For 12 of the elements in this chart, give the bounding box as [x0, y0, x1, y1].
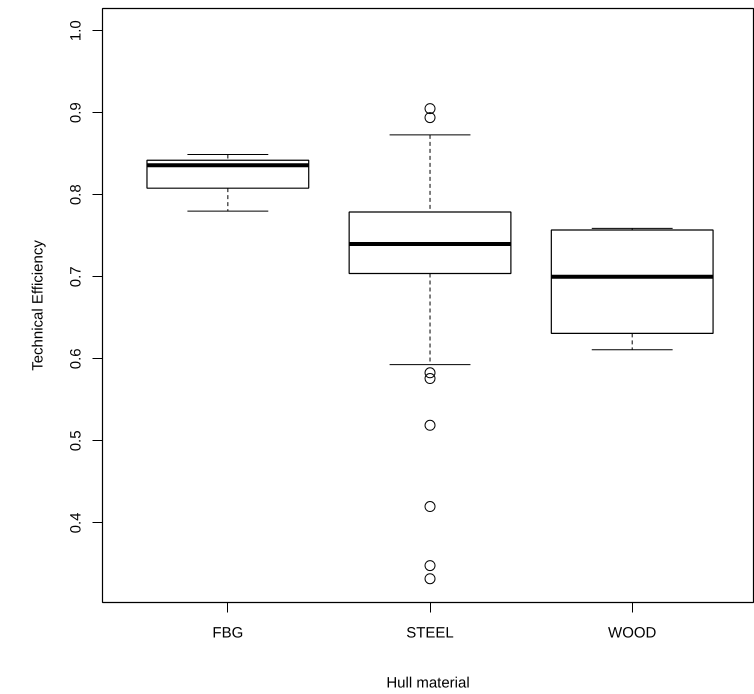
x-axis-title: Hull material	[386, 674, 470, 692]
x-tick-label: STEEL	[406, 624, 454, 642]
x-tick-label: WOOD	[608, 624, 657, 642]
y-tick-label: 1.0	[68, 20, 84, 42]
y-tick-label: 0.5	[68, 430, 84, 452]
x-tick-label: FBG	[212, 624, 244, 642]
y-tick-label: 0.4	[68, 512, 84, 534]
y-tick-label: 0.8	[68, 184, 84, 206]
y-tick-label: 0.7	[68, 266, 84, 288]
y-tick-label: 0.6	[68, 348, 84, 370]
y-tick-label: 0.9	[68, 102, 84, 124]
y-axis-title: Technical Efficiency	[30, 240, 46, 371]
